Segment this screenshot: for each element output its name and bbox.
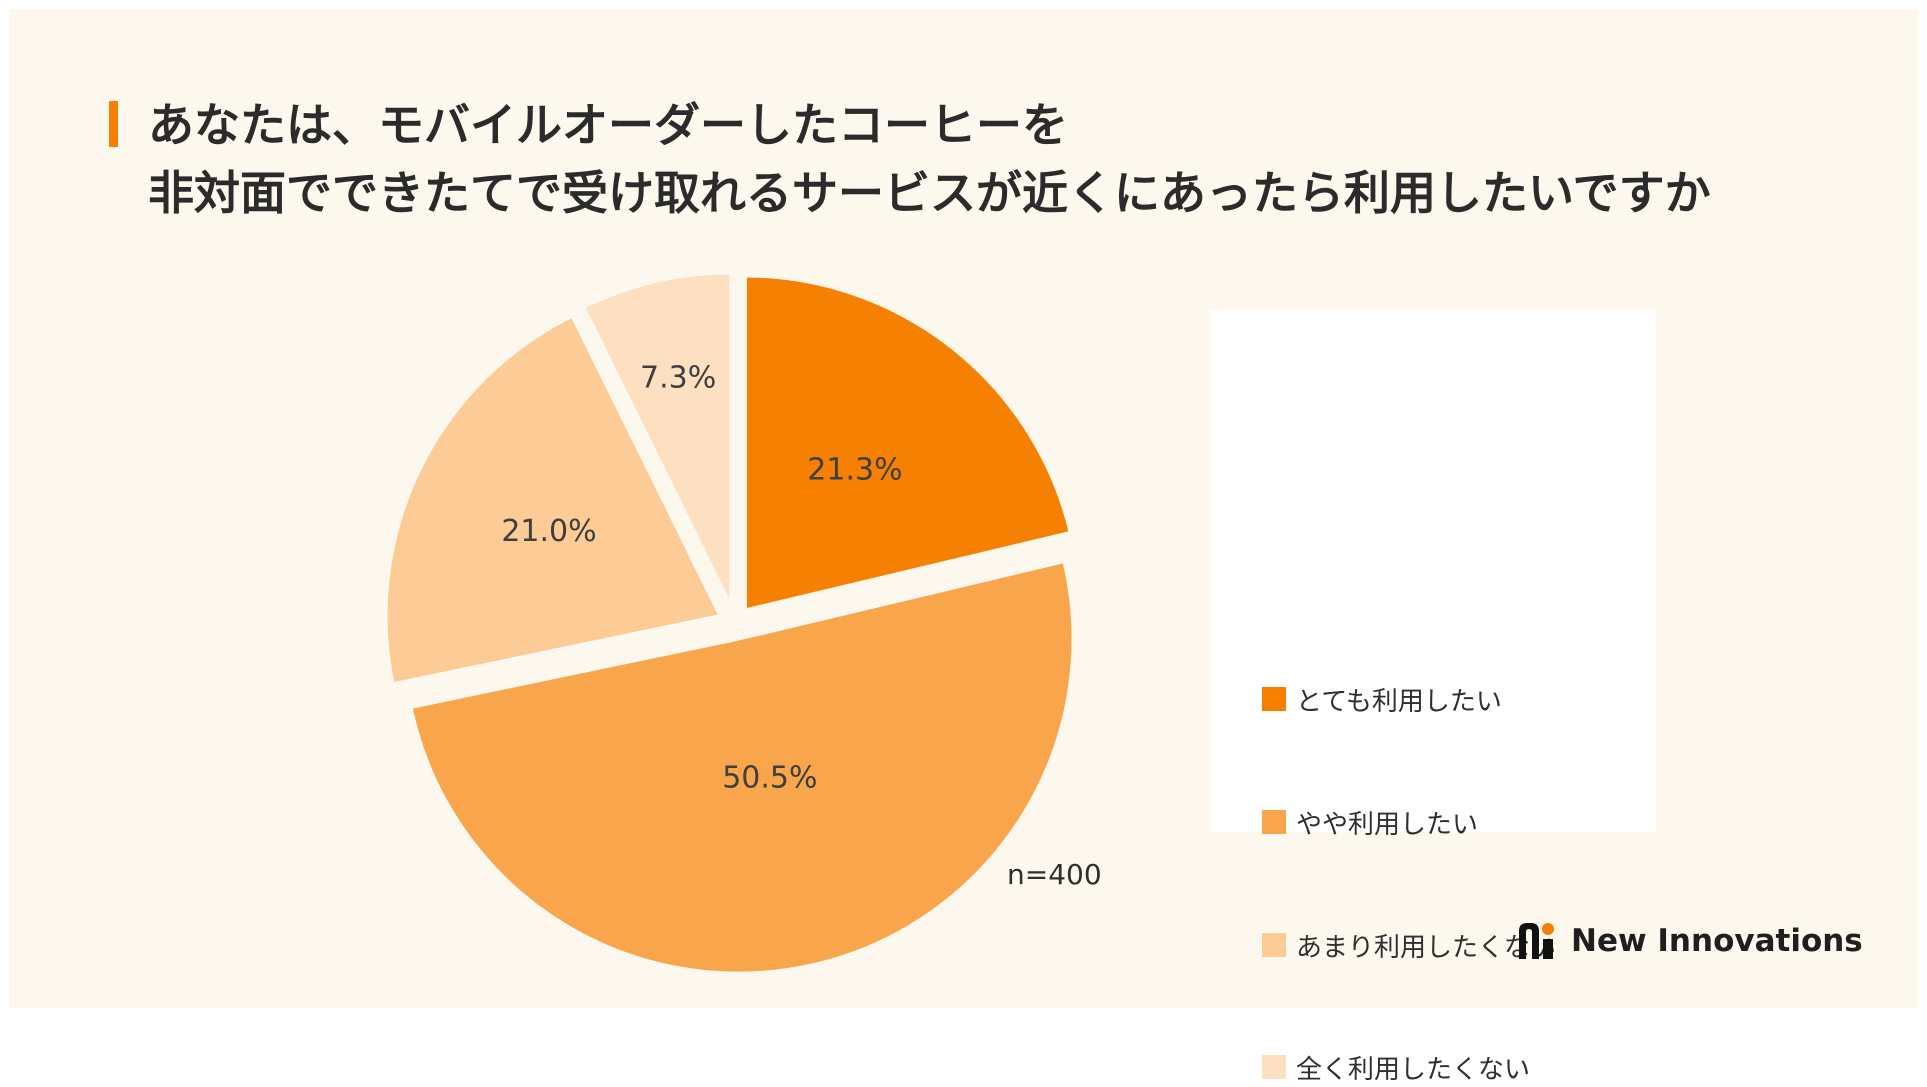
title-accent-bar (109, 101, 118, 147)
slice-value-label-not-likely-at-all: 7.3% (640, 361, 716, 396)
brand-name: New Innovations (1571, 923, 1863, 959)
legend-swatch-not-likely-at-all (1262, 1055, 1286, 1079)
slice-value-label-somewhat-likely: 50.5% (722, 761, 817, 796)
ni-logo-icon (1519, 923, 1554, 959)
pie-slice-somewhat-likely (408, 558, 1076, 976)
slice-value-label-not-very-likely: 21.0% (501, 514, 596, 549)
pie-slice-not-likely-at-all (580, 270, 734, 609)
legend-item-not-likely-at-all: 全く利用したくない (1262, 1047, 1530, 1087)
legend-label-very-likely: とても利用したい (1296, 686, 1502, 717)
slice-value-label-very-likely: 21.3% (807, 453, 902, 488)
legend-swatch-very-likely (1262, 687, 1286, 711)
legend-item-somewhat-likely: やや利用したい (1262, 802, 1478, 842)
chart-title: あなたは、モバイルオーダーしたコーヒーを 非対面でできたてで受け取れるサービスが… (148, 91, 1711, 227)
legend-label-not-very-likely: あまり利用したくない (1296, 932, 1557, 963)
legend-swatch-somewhat-likely (1262, 810, 1286, 834)
legend-label-somewhat-likely: やや利用したい (1296, 809, 1479, 840)
pie-slice-not-very-likely (383, 312, 724, 687)
title-line-1: あなたは、モバイルオーダーしたコーヒーを (148, 98, 1068, 152)
legend-item-not-very-likely: あまり利用したくない (1262, 925, 1556, 965)
legend-item-very-likely: とても利用したい (1262, 679, 1502, 719)
legend-swatch-not-very-likely (1262, 933, 1286, 957)
legend-label-not-likely-at-all: 全く利用したくない (1296, 1054, 1531, 1085)
legend: とても利用したい やや利用したい あまり利用したくない 全く利用したくない (1210, 310, 1656, 1085)
brand-logo: New Innovations (1515, 918, 1863, 964)
sample-size-label: n=400 (1007, 858, 1102, 891)
pie-slice-very-likely (742, 273, 1074, 613)
title-line-2: 非対面でできたてで受け取れるサービスが近くにあったら利用したいですか (148, 166, 1711, 220)
pie-chart: 21.3% 50.5% 21.0% 7.3% (383, 270, 1076, 976)
